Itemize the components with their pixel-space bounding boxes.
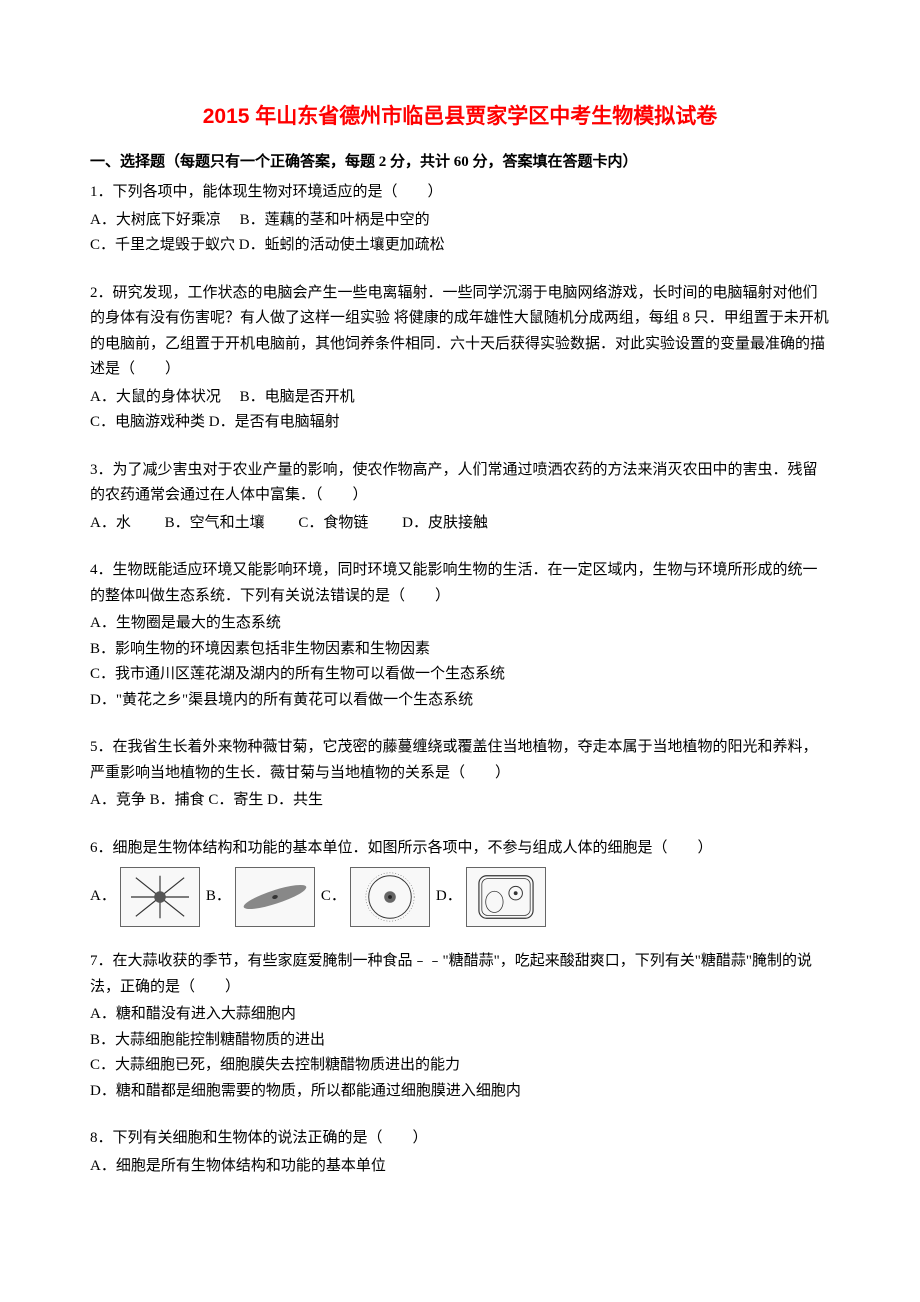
question-1: 1．下列各项中，能体现生物对环境适应的是（ ） A．大树底下好乘凉 B．莲藕的茎…: [90, 180, 830, 259]
question-text: 5．在我省生长着外来物种薇甘菊，它茂密的藤蔓缠绕或覆盖住当地植物，夺走本属于当地…: [90, 735, 830, 786]
question-4: 4．生物既能适应环境又能影响环境，同时环境又能影响生物的生活．在一定区域内，生物…: [90, 558, 830, 713]
question-text: 4．生物既能适应环境又能影响环境，同时环境又能影响生物的生活．在一定区域内，生物…: [90, 558, 830, 609]
options: A．大鼠的身体状况 B．电脑是否开机 C．电脑游戏种类 D．是否有电脑辐射: [90, 385, 830, 436]
image-options: A． B．: [90, 867, 830, 927]
option-a-container: A．: [90, 867, 200, 927]
option-c-container: C．: [321, 867, 430, 927]
options: A．细胞是所有生物体结构和功能的基本单位: [90, 1154, 830, 1180]
options: A．糖和醋没有进入大蒜细胞内 B．大蒜细胞能控制糖醋物质的进出 C．大蒜细胞已死…: [90, 1002, 830, 1104]
question-2: 2．研究发现，工作状态的电脑会产生一些电离辐射．一些同学沉溺于电脑网络游戏，长时…: [90, 281, 830, 436]
options: A．竞争 B．捕食 C．寄生 D．共生: [90, 788, 830, 814]
option-d: D．糖和醋都是细胞需要的物质，所以都能通过细胞膜进入细胞内: [90, 1079, 830, 1105]
question-6: 6．细胞是生物体结构和功能的基本单位．如图所示各项中，不参与组成人体的细胞是（ …: [90, 836, 830, 928]
plant-cell-image: [466, 867, 546, 927]
option-c: C．千里之堤毁于蚁穴: [90, 237, 235, 253]
question-text: 7．在大蒜收获的季节，有些家庭爱腌制一种食品﹣﹣"糖醋蒜"，吃起来酸甜爽口，下列…: [90, 949, 830, 1000]
option-c: C．电脑游戏种类: [90, 414, 205, 430]
section-header: 一、选择题（每题只有一个正确答案，每题 2 分，共计 60 分，答案填在答题卡内…: [90, 150, 830, 174]
egg-cell-image: [350, 867, 430, 927]
option-d: D．是否有电脑辐射: [209, 414, 340, 430]
option-c: C．寄生: [208, 792, 263, 808]
option-c-label: C．: [321, 884, 346, 910]
options: A．大树底下好乘凉 B．莲藕的茎和叶柄是中空的 C．千里之堤毁于蚁穴 D．蚯蚓的…: [90, 208, 830, 259]
question-8: 8．下列有关细胞和生物体的说法正确的是（ ） A．细胞是所有生物体结构和功能的基…: [90, 1126, 830, 1179]
question-text: 8．下列有关细胞和生物体的说法正确的是（ ）: [90, 1126, 830, 1152]
nerve-cell-image: [120, 867, 200, 927]
option-b: B．影响生物的环境因素包括非生物因素和生物因素: [90, 637, 830, 663]
option-a: A．生物圈是最大的生态系统: [90, 611, 830, 637]
option-d: D．皮肤接触: [402, 515, 488, 531]
option-c: C．大蒜细胞已死，细胞膜失去控制糖醋物质进出的能力: [90, 1053, 830, 1079]
option-b: B．莲藕的茎和叶柄是中空的: [240, 212, 430, 228]
question-text: 1．下列各项中，能体现生物对环境适应的是（ ）: [90, 180, 830, 206]
option-b-label: B．: [206, 884, 231, 910]
option-b: B．大蒜细胞能控制糖醋物质的进出: [90, 1028, 830, 1054]
question-5: 5．在我省生长着外来物种薇甘菊，它茂密的藤蔓缠绕或覆盖住当地植物，夺走本属于当地…: [90, 735, 830, 814]
option-a: A．竞争: [90, 792, 146, 808]
option-d-label: D．: [436, 884, 462, 910]
option-a: A．大树底下好乘凉: [90, 212, 221, 228]
question-3: 3．为了减少害虫对于农业产量的影响，使农作物高产，人们常通过喷洒农药的方法来消灭…: [90, 458, 830, 537]
options: A．水 B．空气和土壤 C．食物链 D．皮肤接触: [90, 511, 830, 537]
option-a: A．大鼠的身体状况: [90, 389, 221, 405]
option-c: C．我市通川区莲花湖及湖内的所有生物可以看做一个生态系统: [90, 662, 830, 688]
option-d: D．"黄花之乡"渠县境内的所有黄花可以看做一个生态系统: [90, 688, 830, 714]
muscle-cell-image: [235, 867, 315, 927]
question-text: 3．为了减少害虫对于农业产量的影响，使农作物高产，人们常通过喷洒农药的方法来消灭…: [90, 458, 830, 509]
option-a: A．细胞是所有生物体结构和功能的基本单位: [90, 1154, 830, 1180]
option-b-container: B．: [206, 867, 315, 927]
option-b: B．空气和土壤: [165, 515, 265, 531]
option-a: A．水: [90, 515, 131, 531]
option-a-label: A．: [90, 884, 116, 910]
option-c: C．食物链: [298, 515, 368, 531]
option-d-container: D．: [436, 867, 546, 927]
question-text: 2．研究发现，工作状态的电脑会产生一些电离辐射．一些同学沉溺于电脑网络游戏，长时…: [90, 281, 830, 383]
exam-title: 2015 年山东省德州市临邑县贾家学区中考生物模拟试卷: [90, 100, 830, 130]
option-b: B．捕食: [150, 792, 205, 808]
question-text: 6．细胞是生物体结构和功能的基本单位．如图所示各项中，不参与组成人体的细胞是（ …: [90, 836, 830, 862]
question-7: 7．在大蒜收获的季节，有些家庭爱腌制一种食品﹣﹣"糖醋蒜"，吃起来酸甜爽口，下列…: [90, 949, 830, 1104]
option-a: A．糖和醋没有进入大蒜细胞内: [90, 1002, 830, 1028]
option-d: D．蚯蚓的活动使土壤更加疏松: [239, 237, 445, 253]
option-b: B．电脑是否开机: [240, 389, 355, 405]
option-d: D．共生: [267, 792, 323, 808]
options: A．生物圈是最大的生态系统 B．影响生物的环境因素包括非生物因素和生物因素 C．…: [90, 611, 830, 713]
